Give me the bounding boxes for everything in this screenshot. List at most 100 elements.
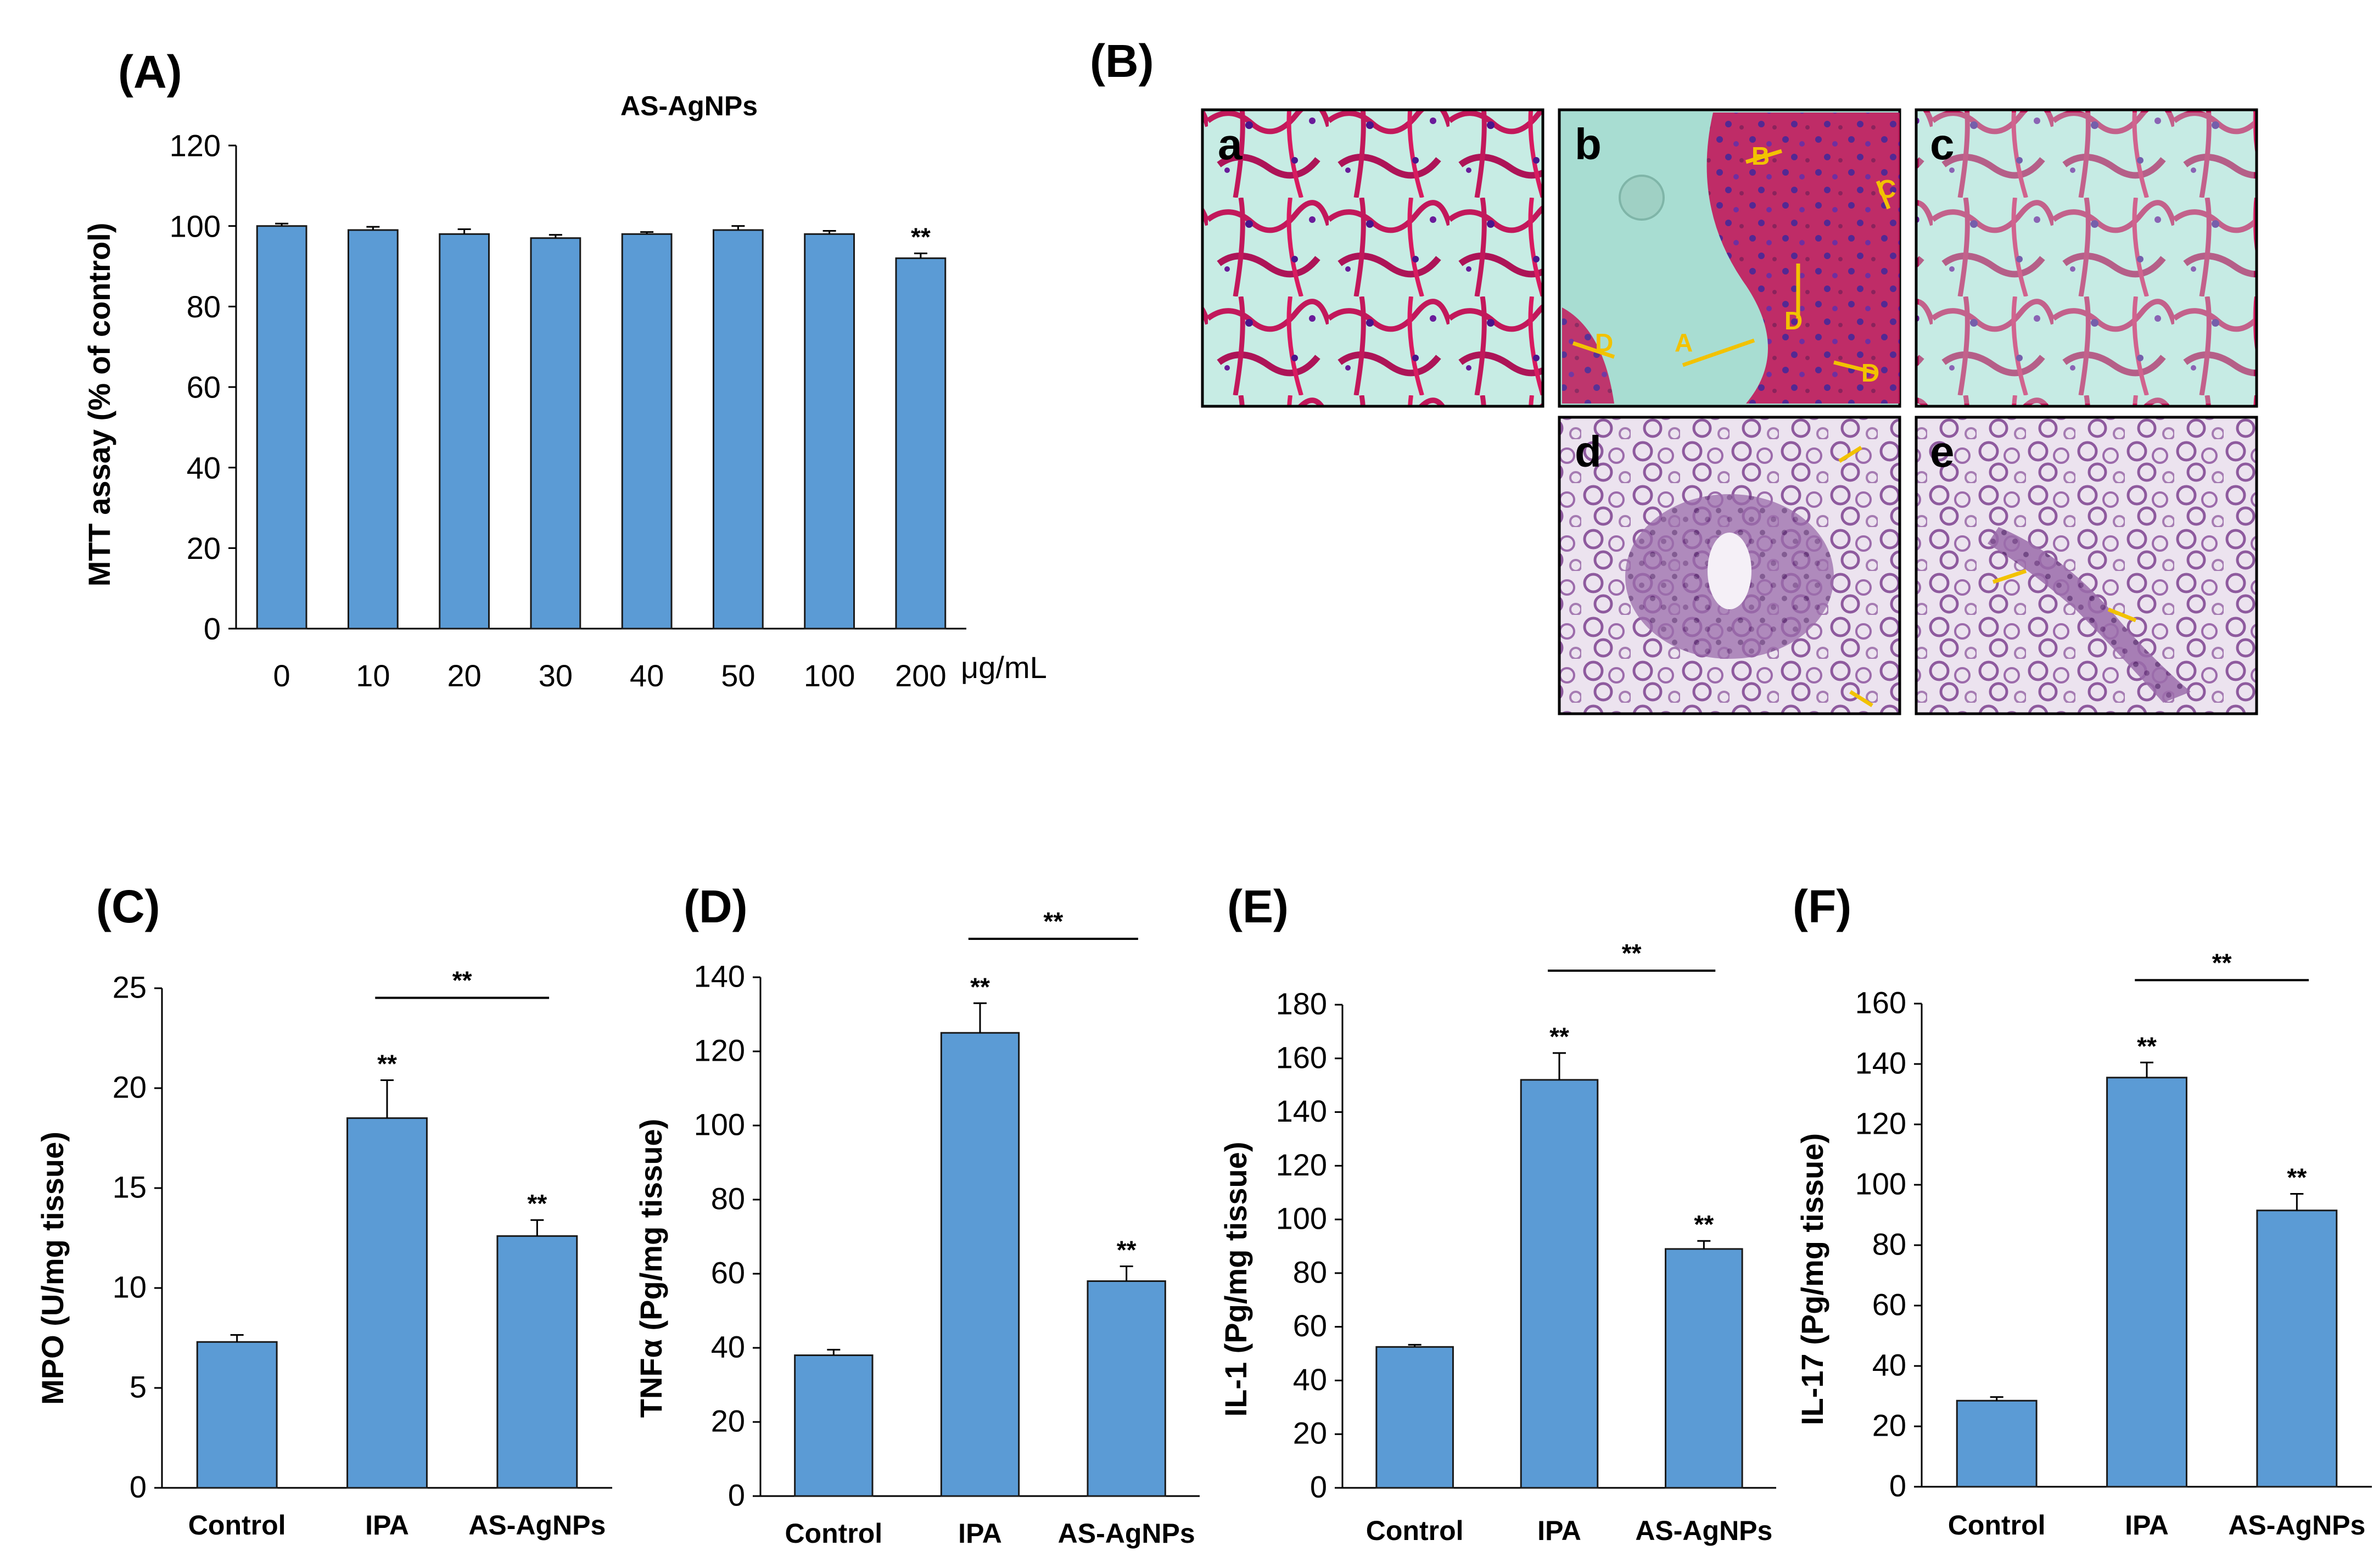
panel-d-y-tick-label: 40 [711,1330,745,1364]
panel-d-tnf-chart: (D) TNFα (Pg/mg tissue) 0 20 40 60 80 100 120 1… [634,881,1200,1549]
panel-f-label: (F) [1793,881,1851,932]
panel-b-label: (B) [1090,35,1154,87]
panel-d-significance-1: ** [970,972,990,1001]
panel-f-plot-area: 0 20 40 60 80 100 120 140 160 Control ** IPA ** AS-Ag… [1855,948,2372,1541]
panel-d-y-axis-label: TNFα (Pg/mg tissue) [634,1119,668,1418]
panel-f-y-tick-label: 160 [1855,985,1906,1020]
panel-c-y-tick-label: 20 [113,1070,147,1105]
panel-e-y-tick-label: 20 [1293,1416,1327,1451]
panel-e-plot-area: 0 20 40 60 80 100 120 140 160 180 Control ** IPA ** AS… [1276,939,1776,1546]
panel-e-y-tick-label: 60 [1293,1308,1327,1343]
panel-c-y-tick-label: 0 [130,1470,147,1504]
panel-e-x-tick-label-2: AS-AgNPs [1635,1515,1772,1546]
panel-a-plot-area: 0 20 40 60 80 100 120 0 10 20 30 40 50 100 ** 200 [170,128,966,693]
histology-b-arrows [1572,149,1891,376]
panel-c-x-tick-label-2: AS-AgNPs [468,1510,606,1541]
panel-f-significance-2: ** [2287,1163,2307,1192]
panel-d-y-tick-label: 20 [711,1404,745,1438]
panel-a-y-tick-label: 0 [204,612,221,646]
histology-letter-b: b [1575,120,1602,169]
panel-f-y-tick-label: 0 [1889,1469,1906,1503]
panel-d-x-tick-label-1: IPA [958,1518,1002,1549]
panel-a-unit-label: μg/mL [961,650,1047,685]
panel-a-y-tick-label: 20 [187,531,221,565]
panel-f-x-tick-label-1: IPA [2125,1510,2169,1541]
panel-a-bar-1 [347,229,399,630]
panel-d-x-tick-label-0: Control [785,1518,882,1549]
panel-f-il17-chart: (F) IL-17 (Pg/mg tissue) 0 20 40 60 80 100 120… [1793,881,2372,1541]
panel-f-y-axis-label: IL-17 (Pg/mg tissue) [1795,1133,1829,1425]
panel-f-y-tick-label: 40 [1872,1348,1906,1382]
panel-e-x-tick-label-0: Control [1366,1515,1464,1546]
arrow-label-d1: D [1784,306,1803,335]
panel-a-x-tick-label-2: 20 [447,658,481,693]
histology-letter-d: d [1575,427,1602,476]
panel-d-bar-2 [1087,1280,1166,1497]
panel-e-bar-2 [1665,1248,1743,1489]
panel-d-y-tick-label: 100 [694,1107,745,1142]
panel-e-y-axis-label: IL-1 (Pg/mg tissue) [1218,1142,1253,1417]
panel-f-y-tick-label: 140 [1855,1046,1906,1080]
panel-e-y-tick-label: 140 [1276,1094,1327,1128]
panel-e-y-tick-label: 80 [1293,1255,1327,1289]
panel-a-x-tick-label-0: 0 [273,658,290,693]
panel-c-y-axis-label: MPO (U/mg tissue) [35,1132,70,1405]
panel-a-y-tick-label: 60 [187,370,221,405]
panel-a-x-tick-label-1: 10 [356,658,390,693]
panel-e-bar-0 [1375,1346,1454,1489]
panel-e-label: (E) [1227,881,1289,932]
panel-d-significance-2: ** [1117,1236,1137,1264]
histology-image-a: a [1201,108,1544,408]
panel-a-x-tick-label-3: 30 [539,658,573,693]
panel-e-y-tick-label: 120 [1276,1147,1327,1182]
panel-a-y-tick-label: 40 [187,450,221,485]
panel-c-plot-area: 0 5 10 15 20 25 Control ** IPA ** AS-AgNPs ** [113,966,612,1541]
panel-f-bar-2 [2256,1209,2338,1488]
panel-e-significance-1: ** [1549,1022,1569,1051]
arrow-label-b: B [1751,142,1770,170]
panel-e-y-tick-label: 0 [1310,1470,1327,1504]
panel-e-y-tick-label: 180 [1276,987,1327,1021]
panel-f-bracket-label: ** [2212,948,2232,977]
panel-d-label: (D) [684,881,748,932]
panel-c-y-tick-label: 25 [113,970,147,1005]
panel-a-bar-6 [804,233,855,630]
panel-d-y-tick-label: 0 [728,1478,745,1513]
panel-a-y-tick-label: 100 [170,209,221,243]
panel-e-y-tick-label: 40 [1293,1362,1327,1397]
panel-c-y-tick-label: 15 [113,1170,147,1205]
panel-c-bracket-label: ** [452,966,472,994]
panel-e-il1-chart: (E) IL-1 (Pg/mg tissue) 0 20 40 60 80 100 120 1… [1218,881,1776,1546]
panel-a-bar-2 [439,233,490,630]
panel-d-y-tick-label: 80 [711,1181,745,1216]
panel-e-x-tick-label-1: IPA [1537,1515,1581,1546]
panel-b-histology: (B) a A B C D D [1090,35,2258,715]
panel-c-x-tick-label-0: Control [188,1510,286,1541]
histology-image-d: d [1558,416,1901,715]
panel-a-x-tick-label-4: 40 [630,658,664,693]
panel-d-x-tick-label-2: AS-AgNPs [1058,1518,1195,1549]
panel-f-bar-0 [1956,1399,2038,1488]
panel-a-bar-3 [530,237,581,630]
panel-a-bar-4 [621,233,673,630]
panel-d-y-tick-label: 140 [694,959,745,994]
panel-d-bar-0 [794,1354,874,1497]
histology-image-c: c [1915,108,2258,408]
panel-e-y-tick-label: 160 [1276,1040,1327,1074]
panel-f-bar-1 [2106,1077,2187,1488]
panel-e-significance-2: ** [1694,1210,1714,1239]
panel-e-y-tick-label: 100 [1276,1201,1327,1236]
panel-d-plot-area: 0 20 40 60 80 100 120 140 Control ** IPA ** AS-AgNPs… [694,907,1200,1549]
panel-f-y-tick-label: 120 [1855,1106,1906,1141]
histology-image-b: A B C D D D b [1558,108,1901,408]
panel-e-bar-1 [1520,1079,1599,1489]
panel-c-x-tick-label-1: IPA [365,1510,409,1541]
panel-c-significance-2: ** [527,1189,547,1218]
panel-c-significance-1: ** [377,1049,397,1078]
panel-a-y-axis-label: MTT assay (% of control) [82,223,116,587]
panel-f-significance-1: ** [2137,1032,2157,1060]
histology-letter-a: a [1218,120,1243,169]
panel-f-y-tick-label: 80 [1872,1227,1906,1262]
panel-a-title: AS-AgNPs [620,91,758,121]
